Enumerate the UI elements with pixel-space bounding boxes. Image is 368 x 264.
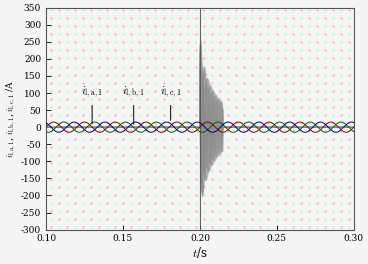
Text: $i_{{\rm l,a,1}}$: $i_{{\rm l,a,1}}$ (81, 84, 103, 124)
X-axis label: $t$/s: $t$/s (192, 245, 208, 260)
Text: $i_{{\rm l,b,1}}$: $i_{{\rm l,b,1}}$ (122, 84, 145, 124)
Text: $i_{{\rm l,c,1}}$: $i_{{\rm l,c,1}}$ (160, 84, 181, 120)
Y-axis label: $i_{\rm l,a,1}$, $i_{\rm l,b,1}$, $i_{\rm l,c,1}$ /A: $i_{\rm l,a,1}$, $i_{\rm l,b,1}$, $i_{\r… (4, 79, 18, 158)
